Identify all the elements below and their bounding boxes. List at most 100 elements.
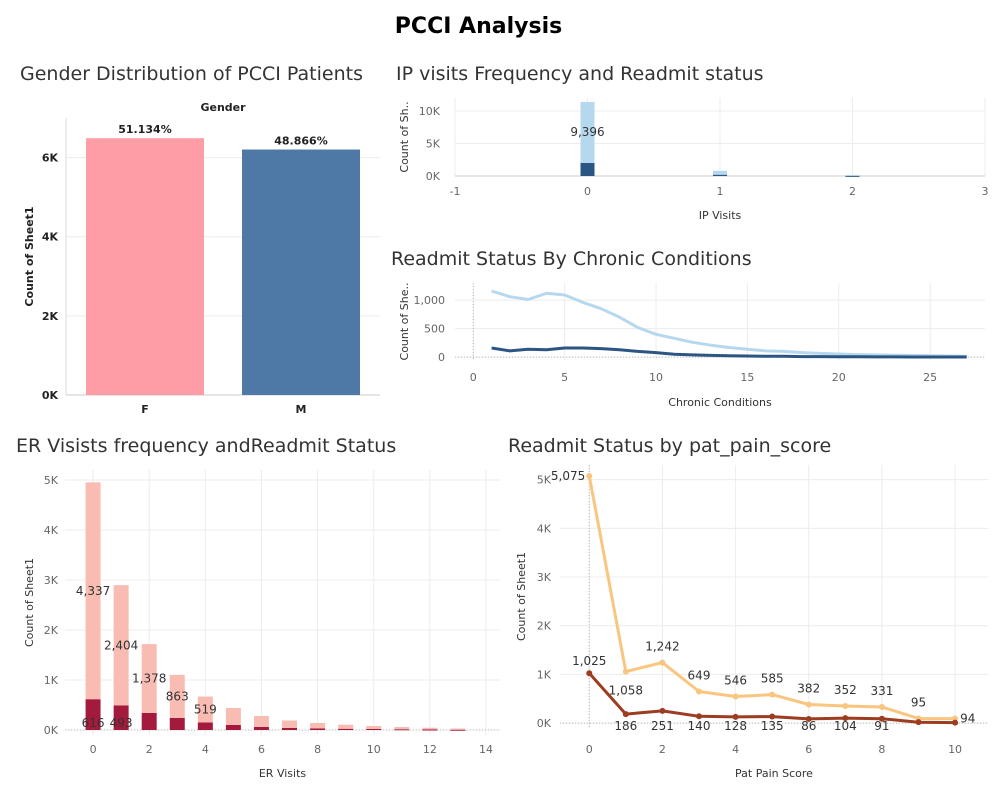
bar-segment (394, 727, 410, 730)
bar-segment (282, 720, 298, 728)
data-point (769, 713, 776, 720)
data-label: 331 (870, 684, 893, 698)
x-tick-label: 4 (732, 743, 739, 756)
bar-segment (113, 585, 129, 706)
bar-segment (113, 705, 129, 730)
ip-chart-title: IP visits Frequency and Readmit status (396, 63, 764, 85)
data-label: 1,242 (645, 640, 679, 654)
x-axis-label: Chronic Conditions (668, 396, 772, 409)
data-point (915, 719, 922, 726)
x-tick-label: 0 (470, 371, 477, 384)
bar-segment (338, 728, 354, 730)
y-tick-label: 2K (537, 620, 552, 633)
bar-segment (169, 718, 185, 730)
data-label: 546 (724, 674, 747, 688)
y-tick-label: 4K (42, 231, 59, 244)
x-tick-label: 25 (923, 371, 937, 384)
data-label: 95 (911, 696, 926, 710)
data-point (696, 688, 703, 695)
y-tick-label: 4K (537, 522, 552, 535)
x-tick-label: 1 (717, 185, 724, 198)
x-tick-label: 14 (479, 743, 493, 756)
bar-segment (225, 725, 241, 730)
y-axis-label: Count of Sh.. (398, 101, 411, 172)
data-point (842, 702, 849, 709)
series-line (491, 346, 967, 359)
data-label: 4,337 (76, 584, 110, 598)
data-point (878, 715, 885, 722)
x-tick-label: 20 (832, 371, 846, 384)
dashboard-title: PCCI Analysis (394, 14, 563, 39)
data-label: 1,378 (132, 672, 166, 686)
bar-segment (366, 729, 382, 730)
data-label: 519 (194, 703, 217, 717)
y-axis-label: Count of Sheet1 (23, 558, 36, 647)
x-tick-label: 8 (314, 743, 321, 756)
bar-f (86, 138, 204, 395)
bar-segment (253, 727, 269, 730)
x-tick-label: -1 (450, 185, 461, 198)
data-label: 1,058 (609, 684, 643, 698)
data-label: 382 (797, 682, 820, 696)
data-label: 94 (960, 712, 975, 726)
y-tick-label: 500 (424, 323, 445, 336)
data-label: 1,025 (572, 654, 606, 668)
bar-segment (713, 170, 727, 175)
data-label: 585 (761, 672, 784, 686)
data-label: 140 (688, 719, 711, 733)
data-point (622, 668, 629, 675)
y-axis-label: Count of Sheet1 (23, 206, 36, 306)
bar-segment (197, 696, 213, 723)
data-point (586, 472, 593, 479)
bar-segment (310, 723, 326, 729)
y-tick-label: 10K (419, 105, 441, 118)
data-label: 9,396 (570, 125, 604, 139)
x-axis-label: ER Visits (259, 767, 307, 780)
y-axis-label: Count of She.. (398, 283, 411, 361)
x-tick-label: 2 (849, 185, 856, 198)
y-tick-label: 2K (42, 310, 59, 323)
data-point (769, 691, 776, 698)
bar-segment (85, 699, 101, 730)
y-tick-label: 5K (44, 474, 59, 487)
y-tick-label: 5K (426, 138, 441, 151)
data-label: 863 (166, 689, 189, 703)
x-tick-label: 8 (878, 743, 885, 756)
x-tick-label: 12 (423, 743, 437, 756)
data-label: 493 (110, 716, 133, 730)
bar-segment (197, 722, 213, 730)
x-tick-label: 2 (659, 743, 666, 756)
x-tick-label: 6 (258, 743, 265, 756)
y-tick-label: 0K (42, 389, 59, 402)
pain-chart-title: Readmit Status by pat_pain_score (508, 435, 832, 457)
gender-chart-title: Gender Distribution of PCCI Patients (20, 63, 363, 85)
data-label: 649 (688, 669, 711, 683)
series-line (491, 289, 967, 358)
bar-segment (141, 713, 157, 730)
x-tick-label: 0 (90, 743, 97, 756)
bar-segment (394, 729, 410, 731)
x-tick-label: M (296, 403, 307, 416)
x-axis-label: IP Visits (699, 209, 742, 222)
y-tick-label: 4K (44, 524, 59, 537)
bar-m (242, 149, 360, 395)
chronic-conditions-chart: 0 500 1,000 0 5 10 15 20 25 Chronic Conditions Cou… (398, 283, 985, 409)
y-tick-label: 0K (426, 170, 441, 183)
data-label: 128 (724, 719, 747, 733)
data-label: 51.134% (118, 123, 171, 136)
data-label: 86 (801, 719, 816, 733)
x-tick-label: 5 (561, 371, 568, 384)
y-tick-label: 0K (537, 717, 552, 730)
er-visits-chart: 0K 1K 2K 3K 4K 5K 0 2 4 6 8 10 12 14 4,337 2,404 1,37886… (23, 470, 500, 780)
x-tick-label: 10 (649, 371, 663, 384)
y-tick-label: 2K (44, 624, 59, 637)
data-point (696, 713, 703, 720)
data-label: 48.866% (274, 135, 327, 148)
x-tick-label: 15 (740, 371, 754, 384)
data-point (842, 715, 849, 722)
y-tick-label: 3K (537, 571, 552, 584)
data-point (622, 711, 629, 718)
bar-segment (422, 729, 438, 731)
y-tick-label: 0 (438, 351, 445, 364)
